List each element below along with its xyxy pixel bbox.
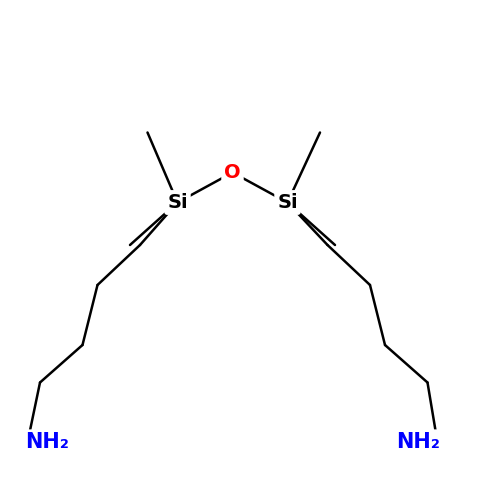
Text: Si: Si bbox=[167, 193, 188, 212]
Text: Si: Si bbox=[277, 193, 298, 212]
Text: NH₂: NH₂ bbox=[25, 432, 69, 452]
Text: O: O bbox=[224, 163, 241, 182]
Text: NH₂: NH₂ bbox=[396, 432, 440, 452]
